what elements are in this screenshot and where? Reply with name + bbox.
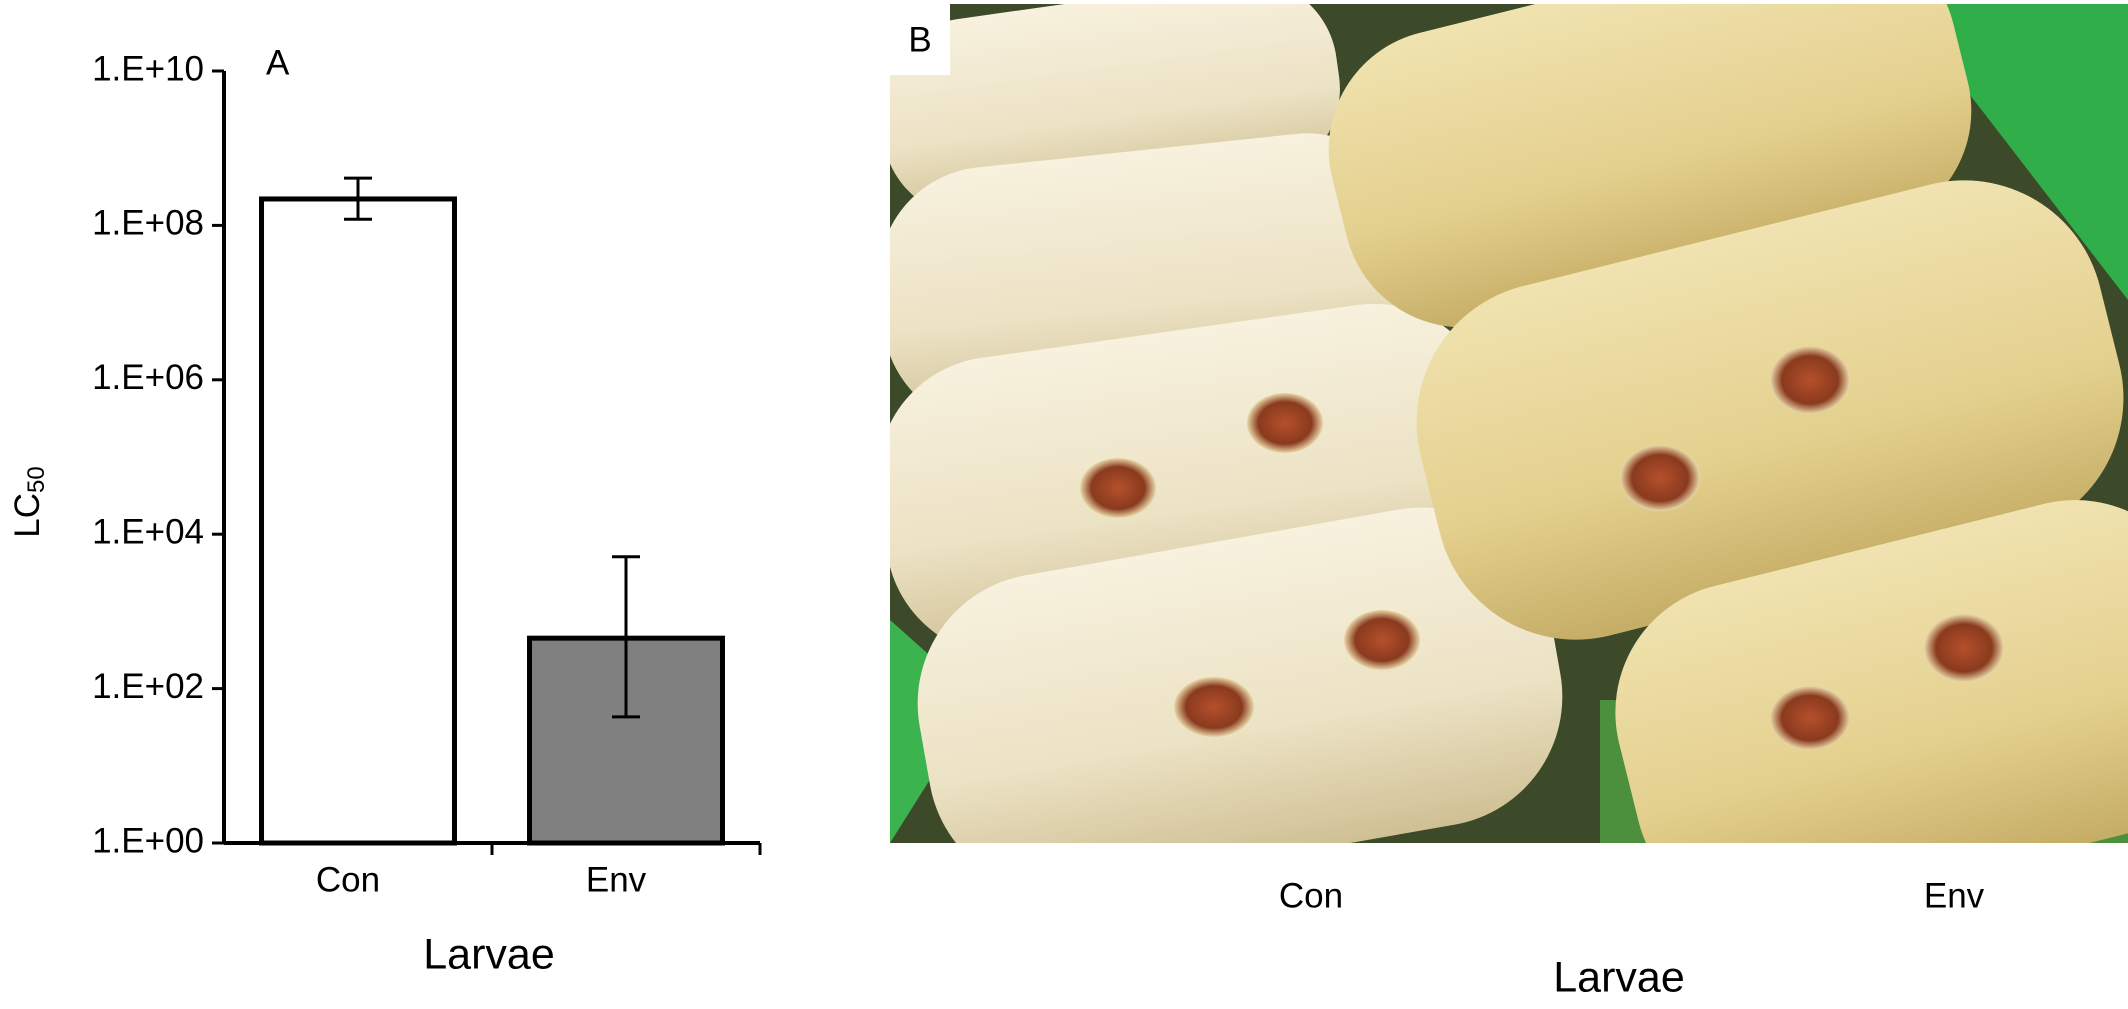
y-tick-label: 1.E+04 — [92, 512, 204, 551]
larvae-photo — [890, 4, 2128, 843]
x-tick-label: Con — [316, 860, 380, 899]
panel-label: B — [908, 20, 931, 59]
bar — [259, 196, 457, 846]
x-axis-title: Larvae — [1553, 953, 1684, 1001]
category-label: Con — [1279, 876, 1343, 915]
y-axis-title-subscript: 50 — [23, 466, 50, 493]
y-tick-label: 1.E+10 — [92, 49, 204, 88]
panel-label-box — [890, 4, 950, 75]
environment-larva — [1328, 4, 2128, 843]
x-axis-title: Larvae — [423, 930, 554, 978]
y-axis-title: LC50 — [8, 466, 50, 537]
category-label: Env — [1924, 876, 1985, 915]
y-axis-title-group: LC50 — [8, 466, 50, 537]
control-larva — [890, 4, 1563, 843]
y-tick-label: 1.E+06 — [92, 358, 204, 397]
y-tick-label: 1.E+08 — [92, 204, 204, 243]
x-tick-label: Env — [586, 860, 647, 899]
y-axis-title-main: LC — [8, 493, 47, 538]
panel-label: A — [266, 43, 290, 82]
y-tick-label: 1.E+02 — [92, 667, 204, 706]
y-tick-label: 1.E+00 — [92, 821, 204, 860]
